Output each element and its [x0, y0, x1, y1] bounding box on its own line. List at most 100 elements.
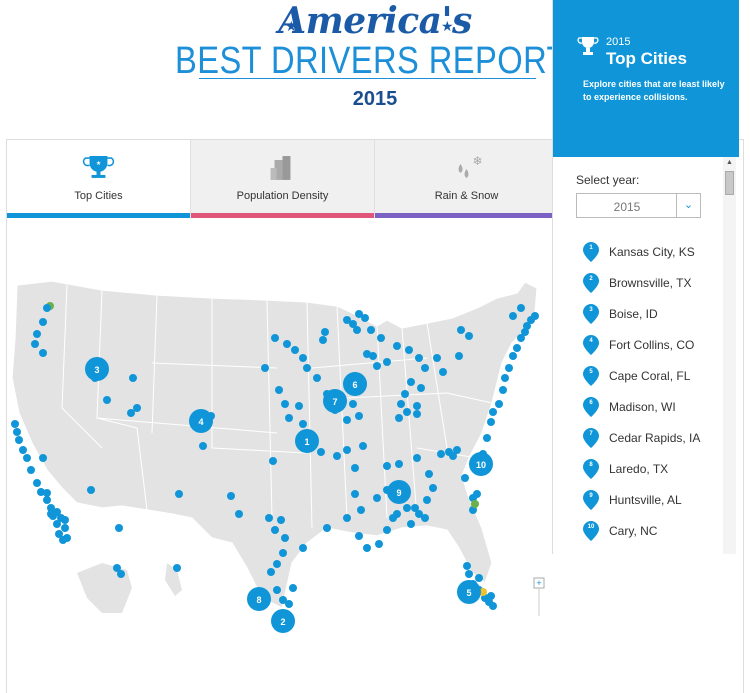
city-dot[interactable]: [461, 474, 469, 482]
city-dot[interactable]: [487, 418, 495, 426]
us-map[interactable]: 1 2 3 4 5 6 7 8 9 10: [7, 218, 559, 693]
city-dot[interactable]: [501, 374, 509, 382]
city-dot[interactable]: [37, 488, 45, 496]
city-dot[interactable]: [355, 532, 363, 540]
city-dot[interactable]: [355, 310, 363, 318]
city-dot[interactable]: [439, 368, 447, 376]
city-dot[interactable]: [283, 340, 291, 348]
city-dot[interactable]: [349, 320, 357, 328]
city-dot[interactable]: [19, 446, 27, 454]
city-dot[interactable]: [423, 496, 431, 504]
city-dot[interactable]: [271, 334, 279, 342]
city-dot[interactable]: [285, 414, 293, 422]
city-dot[interactable]: [351, 464, 359, 472]
city-list-item[interactable]: 5 Cape Coral, FL: [583, 366, 719, 397]
city-dot[interactable]: [271, 526, 279, 534]
city-dot[interactable]: [413, 454, 421, 462]
highlight-dot[interactable]: [479, 588, 487, 596]
city-dot[interactable]: [343, 514, 351, 522]
city-dot[interactable]: [43, 489, 51, 497]
city-dot[interactable]: [343, 416, 351, 424]
city-dot[interactable]: [317, 448, 325, 456]
city-dot[interactable]: [53, 508, 61, 516]
city-dot[interactable]: [275, 386, 283, 394]
city-list-item[interactable]: 8 Laredo, TX: [583, 459, 719, 490]
city-dot[interactable]: [407, 520, 415, 528]
year-select[interactable]: 2015 ⌄: [576, 193, 701, 218]
city-dot[interactable]: [417, 384, 425, 392]
city-dot[interactable]: [13, 428, 21, 436]
city-dot[interactable]: [173, 564, 181, 572]
city-dot[interactable]: [475, 574, 483, 582]
city-dot[interactable]: [113, 564, 121, 572]
city-dot[interactable]: [403, 504, 411, 512]
city-dot[interactable]: [353, 326, 361, 334]
chevron-down-icon[interactable]: ⌄: [676, 194, 700, 217]
city-dot[interactable]: [129, 374, 137, 382]
city-dot[interactable]: [349, 400, 357, 408]
city-dot[interactable]: [319, 336, 327, 344]
city-dot[interactable]: [449, 452, 457, 460]
city-dot[interactable]: [279, 596, 287, 604]
city-dot[interactable]: [279, 549, 287, 557]
city-dot[interactable]: [227, 492, 235, 500]
ranked-city-marker[interactable]: [295, 429, 319, 453]
city-dot[interactable]: [463, 562, 471, 570]
highlight-dot[interactable]: [471, 500, 479, 508]
city-dot[interactable]: [363, 544, 371, 552]
city-dot[interactable]: [363, 350, 371, 358]
city-list-item[interactable]: 6 Madison, WI: [583, 397, 719, 428]
city-dot[interactable]: [487, 592, 495, 600]
city-dot[interactable]: [269, 457, 277, 465]
city-dot[interactable]: [55, 530, 63, 538]
city-dot[interactable]: [407, 378, 415, 386]
ranked-city-marker[interactable]: [271, 609, 295, 633]
city-dot[interactable]: [517, 304, 525, 312]
city-dot[interactable]: [281, 400, 289, 408]
city-dot[interactable]: [235, 510, 243, 518]
city-list-item[interactable]: 10 Cary, NC: [583, 521, 719, 552]
city-dot[interactable]: [291, 346, 299, 354]
ranked-city-marker[interactable]: [323, 389, 347, 413]
city-dot[interactable]: [333, 452, 341, 460]
ranked-city-marker[interactable]: [387, 480, 411, 504]
tab-top-cities[interactable]: ★ Top Cities: [7, 140, 191, 218]
city-dot[interactable]: [289, 584, 297, 592]
ranked-city-marker[interactable]: [189, 409, 213, 433]
city-dot[interactable]: [299, 420, 307, 428]
tab-population-density[interactable]: Population Density: [191, 140, 375, 218]
city-dot[interactable]: [15, 436, 23, 444]
city-dot[interactable]: [495, 400, 503, 408]
city-dot[interactable]: [395, 414, 403, 422]
city-dot[interactable]: [453, 446, 461, 454]
city-dot[interactable]: [415, 354, 423, 362]
city-dot[interactable]: [397, 400, 405, 408]
city-dot[interactable]: [31, 340, 39, 348]
city-list-item[interactable]: 7 Cedar Rapids, IA: [583, 428, 719, 459]
city-dot[interactable]: [425, 470, 433, 478]
city-dot[interactable]: [321, 328, 329, 336]
city-dot[interactable]: [505, 364, 513, 372]
city-dot[interactable]: [403, 408, 411, 416]
city-dot[interactable]: [43, 496, 51, 504]
city-dot[interactable]: [489, 408, 497, 416]
city-dot[interactable]: [523, 322, 531, 330]
city-dot[interactable]: [415, 510, 423, 518]
city-dot[interactable]: [465, 332, 473, 340]
city-dot[interactable]: [517, 334, 525, 342]
city-dot[interactable]: [361, 314, 369, 322]
city-dot[interactable]: [457, 326, 465, 334]
city-dot[interactable]: [23, 454, 31, 462]
city-dot[interactable]: [39, 349, 47, 357]
city-dot[interactable]: [299, 544, 307, 552]
city-dot[interactable]: [87, 486, 95, 494]
city-dot[interactable]: [285, 600, 293, 608]
city-dot[interactable]: [261, 364, 269, 372]
city-dot[interactable]: [531, 312, 539, 320]
city-dot[interactable]: [429, 484, 437, 492]
city-dot[interactable]: [355, 412, 363, 420]
city-dot[interactable]: [267, 568, 275, 576]
city-dot[interactable]: [483, 434, 491, 442]
city-dot[interactable]: [433, 354, 441, 362]
city-list-item[interactable]: 2 Brownsville, TX: [583, 273, 719, 304]
